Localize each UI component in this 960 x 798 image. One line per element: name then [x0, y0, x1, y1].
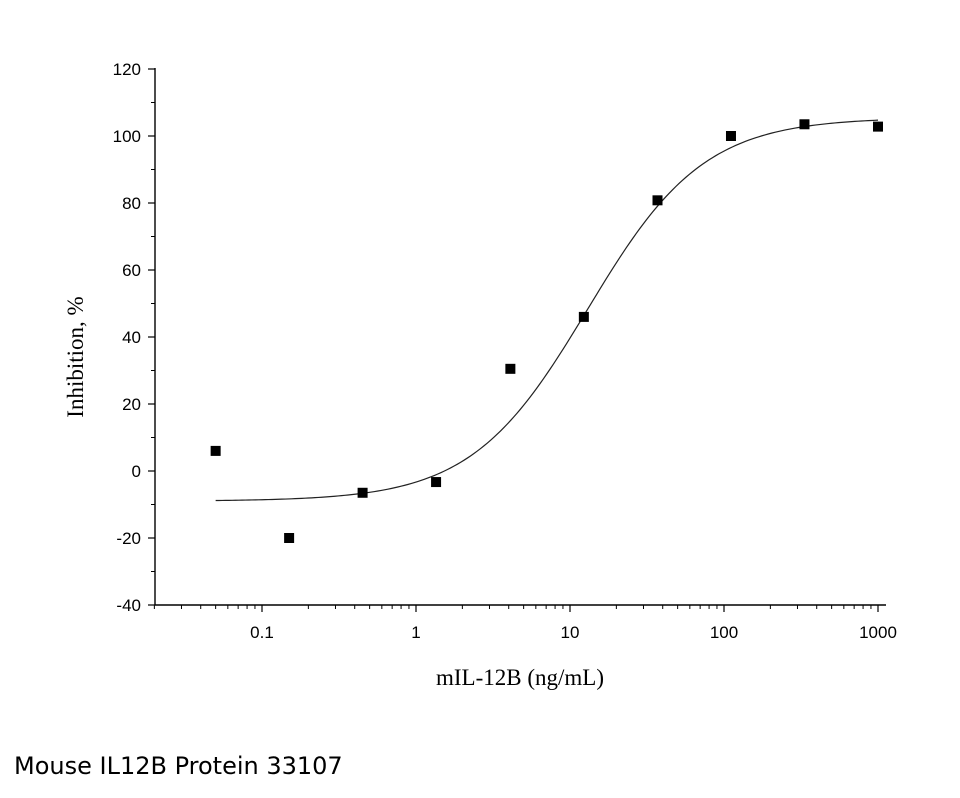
y-tick-label: 100 [113, 127, 141, 146]
data-point [873, 121, 883, 132]
figure-caption: Mouse IL12B Protein 33107 [14, 752, 343, 780]
data-point [505, 363, 516, 374]
data-point [431, 477, 442, 488]
x-tick-label: 1 [411, 623, 420, 642]
y-tick-label: -20 [116, 529, 141, 548]
x-tick-label: 10 [561, 623, 580, 642]
y-tick-label: 120 [113, 60, 141, 79]
x-axis-title: mIL-12B (ng/mL) [436, 665, 604, 690]
data-point [725, 131, 736, 141]
fit-curve [215, 119, 879, 502]
y-tick-label: 80 [122, 194, 141, 213]
x-tick-label: 100 [710, 623, 738, 642]
y-tick-label: 0 [132, 462, 141, 481]
data-point [799, 119, 810, 130]
y-tick-label: 60 [122, 261, 141, 280]
data-points-layer [210, 119, 883, 543]
fit-curve-layer [215, 119, 879, 502]
x-tick-label: 1000 [859, 623, 897, 642]
data-point [284, 533, 295, 543]
y-tick-label: 20 [122, 395, 141, 414]
data-point [578, 311, 589, 322]
y-tick-label: 40 [122, 328, 141, 347]
axes [148, 68, 886, 612]
y-axis-title: Inhibition, % [63, 296, 88, 417]
labels-layer: -40 -20 0 20 40 60 80 100 120 0.1 1 10 100 1000 mIL-12… [63, 60, 897, 690]
data-point [357, 487, 368, 498]
data-point [652, 195, 663, 206]
y-tick-label: -40 [116, 596, 141, 615]
data-point [210, 445, 221, 456]
x-tick-label: 0.1 [250, 623, 274, 642]
chart: -40 -20 0 20 40 60 80 100 120 0.1 1 10 100 1000 mIL-12… [63, 60, 897, 690]
